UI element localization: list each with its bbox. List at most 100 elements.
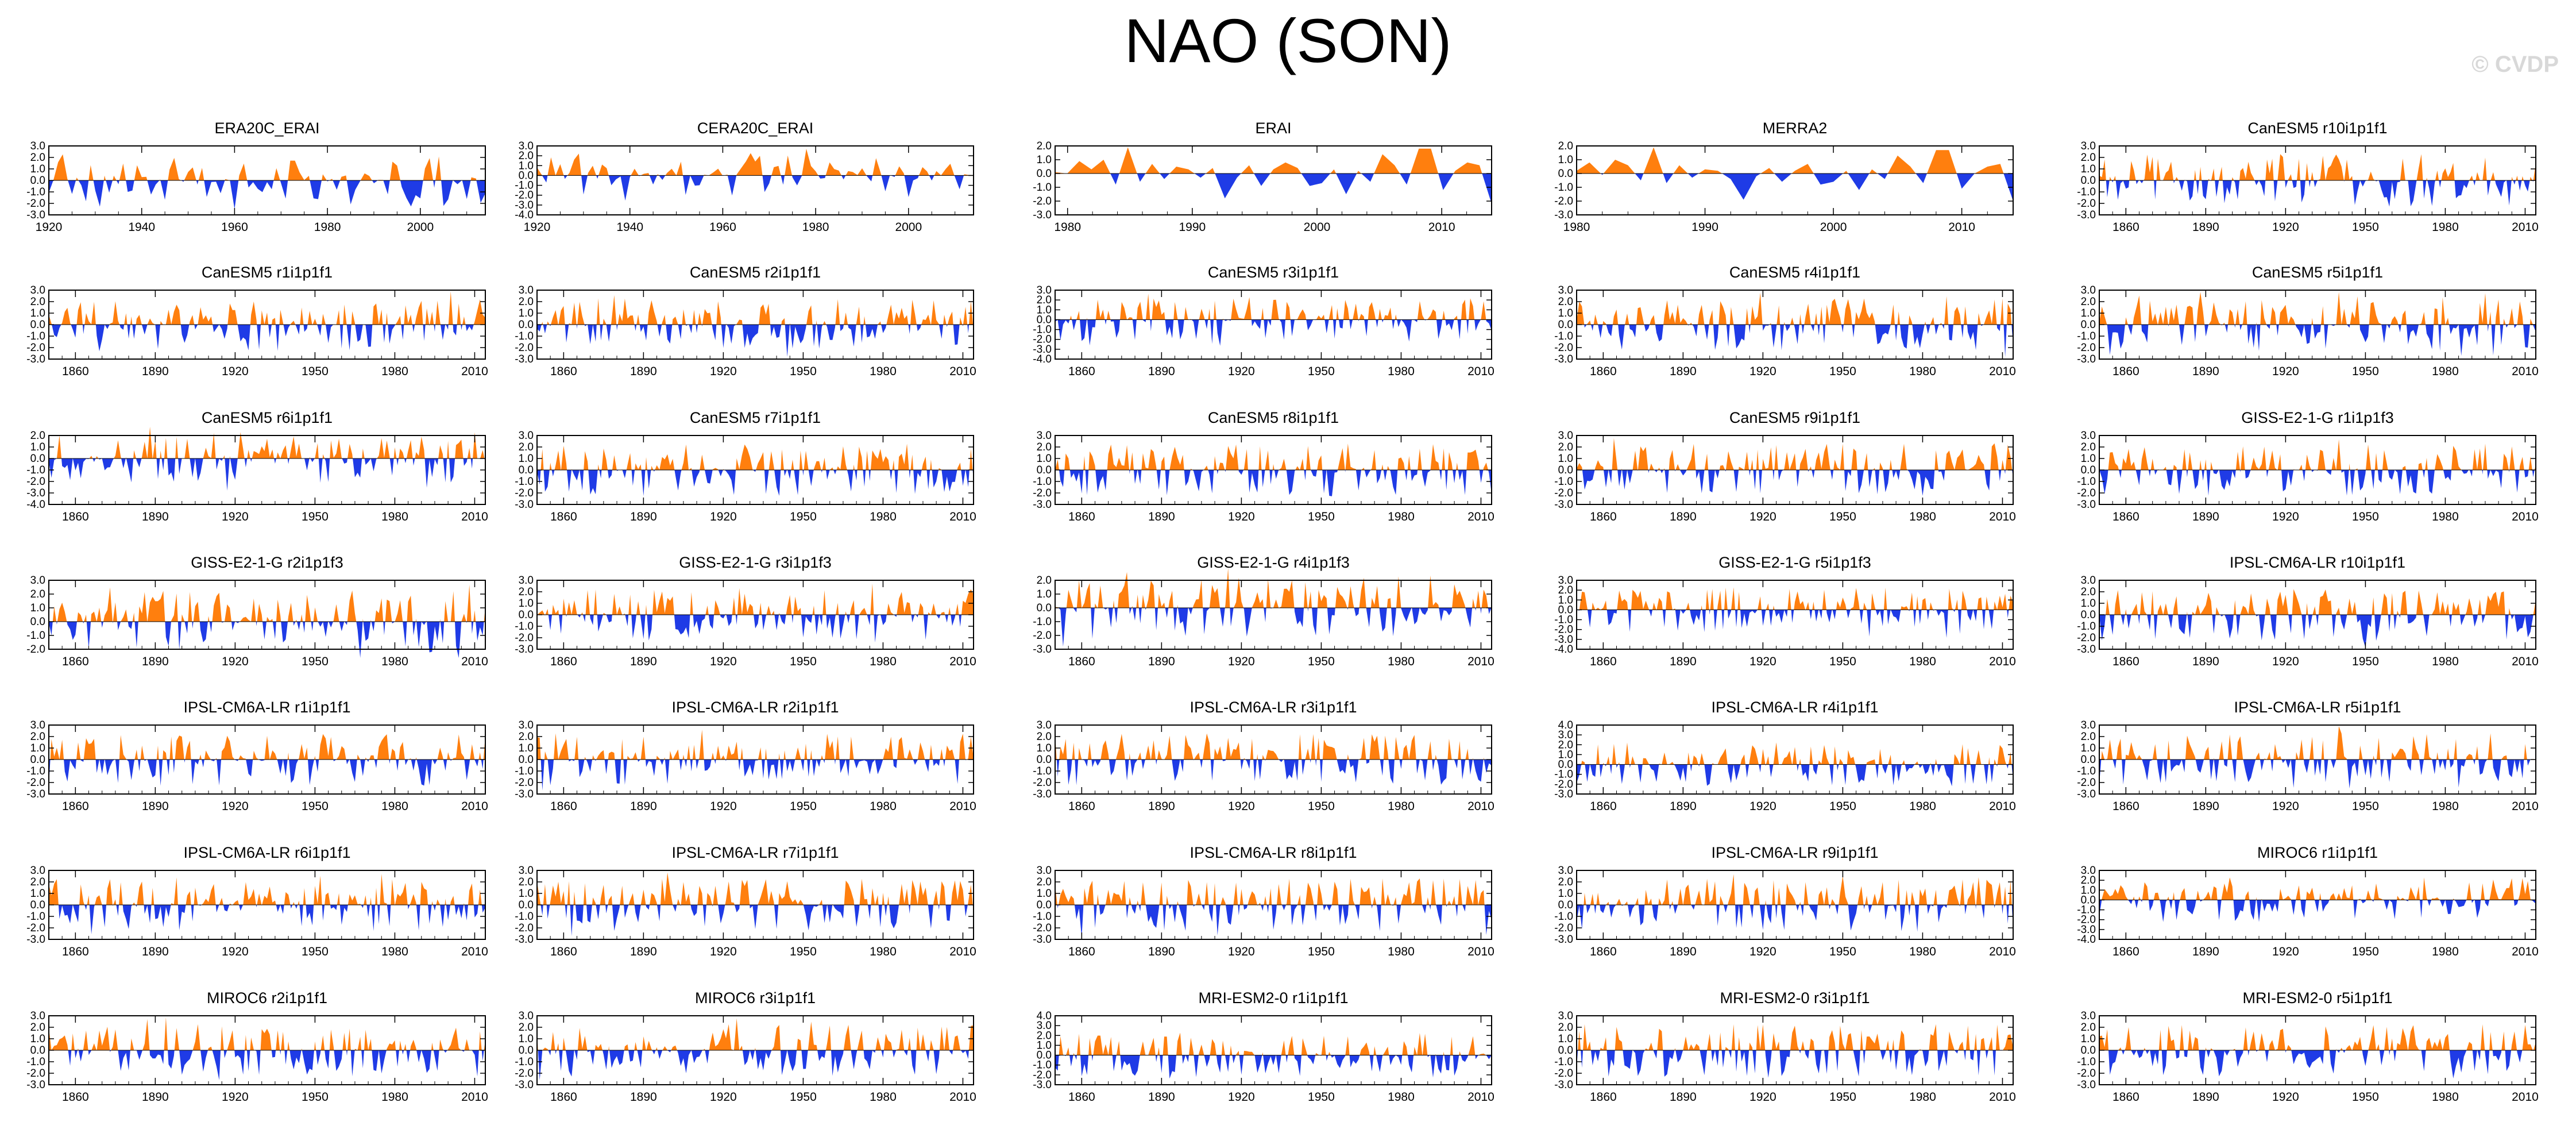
y-tick-label: -3.0 bbox=[26, 487, 45, 499]
y-tick-label: 3.0 bbox=[519, 575, 534, 587]
x-tick-label: 1860 bbox=[62, 1090, 89, 1104]
negative-area bbox=[2099, 760, 2536, 789]
y-tick-label: 3.0 bbox=[30, 1010, 45, 1022]
x-tick-label: 1980 bbox=[1909, 365, 1936, 378]
y-tick-label: 0.0 bbox=[2081, 894, 2096, 906]
x-tick-label: 1860 bbox=[1068, 655, 1095, 668]
panel-title: CanESM5 r9i1p1f1 bbox=[1729, 409, 1860, 426]
y-tick-label: 2.0 bbox=[519, 296, 534, 308]
y-tick-label: -3.0 bbox=[515, 353, 534, 365]
y-tick-label: 2.0 bbox=[30, 1022, 45, 1034]
x-tick-label: 1890 bbox=[142, 365, 169, 378]
y-tick-label: 3.0 bbox=[2081, 140, 2096, 152]
x-tick-label: 2010 bbox=[461, 945, 488, 958]
y-tick-label: -3.0 bbox=[515, 643, 534, 656]
x-tick-label: 1980 bbox=[2432, 365, 2459, 378]
x-tick-label: 1920 bbox=[1749, 945, 1776, 958]
negative-area bbox=[537, 470, 974, 496]
x-tick-label: 2000 bbox=[1304, 221, 1331, 234]
x-tick-label: 1960 bbox=[709, 221, 736, 234]
y-tick-label: 2.0 bbox=[519, 586, 534, 598]
negative-area bbox=[49, 325, 485, 352]
positive-area bbox=[1577, 742, 2013, 765]
x-tick-label: 1860 bbox=[550, 365, 577, 378]
chart-panel: IPSL-CM6A-LR r5i1p1f1 3.02.01.00.0-1.0-2.… bbox=[2077, 699, 2539, 813]
y-tick-label: 0.0 bbox=[1558, 604, 1573, 616]
y-tick-label: 3.0 bbox=[2081, 719, 2096, 731]
y-tick-label: 2.0 bbox=[519, 150, 534, 162]
y-tick-label: 1.0 bbox=[30, 307, 45, 319]
negative-area bbox=[2099, 900, 2536, 922]
panel-title: IPSL-CM6A-LR r1i1p1f1 bbox=[183, 699, 350, 716]
y-tick-label: -1.0 bbox=[2077, 1056, 2096, 1068]
positive-area bbox=[1577, 438, 2013, 470]
y-tick-label: 0.0 bbox=[519, 609, 534, 621]
positive-area bbox=[2099, 1024, 2536, 1050]
x-tick-label: 2010 bbox=[1428, 221, 1455, 234]
panel-title: CanESM5 r8i1p1f1 bbox=[1208, 409, 1339, 426]
x-tick-label: 2010 bbox=[949, 800, 976, 813]
x-tick-label: 1920 bbox=[2272, 365, 2299, 378]
y-tick-label: 2.0 bbox=[1037, 731, 1052, 743]
x-tick-label: 1920 bbox=[2272, 510, 2299, 523]
x-tick-label: 1980 bbox=[870, 945, 897, 958]
y-tick-label: -3.0 bbox=[515, 1079, 534, 1091]
y-tick-label: 0.0 bbox=[1037, 1050, 1052, 1062]
chart-panel: IPSL-CM6A-LR r2i1p1f1 3.02.01.00.0-1.0-2.… bbox=[515, 699, 976, 813]
y-tick-label: 4.0 bbox=[1558, 719, 1573, 731]
plot-frame bbox=[536, 145, 974, 215]
positive-area bbox=[49, 291, 485, 325]
positive-area bbox=[2099, 589, 2536, 615]
y-tick-label: 1.0 bbox=[30, 888, 45, 900]
x-tick-label: 1980 bbox=[381, 510, 408, 523]
y-tick-label: -1.0 bbox=[515, 765, 534, 777]
plot-frame bbox=[48, 580, 486, 650]
y-tick-label: 2.0 bbox=[1558, 296, 1573, 308]
y-tick-label: 0.0 bbox=[30, 175, 45, 187]
panel-title: CanESM5 r5i1p1f1 bbox=[2252, 264, 2383, 281]
x-tick-label: 2010 bbox=[2512, 945, 2539, 958]
x-tick-label: 1920 bbox=[222, 800, 249, 813]
y-tick-label: -1.0 bbox=[26, 911, 45, 923]
y-tick-label: 2.0 bbox=[1037, 441, 1052, 453]
y-tick-label: -3.0 bbox=[2077, 209, 2096, 221]
y-tick-label: -2.0 bbox=[26, 922, 45, 934]
y-tick-label: 4.0 bbox=[1037, 1010, 1052, 1022]
y-tick-label: -2.0 bbox=[1554, 1067, 1573, 1080]
x-tick-label: 1890 bbox=[1670, 800, 1697, 813]
x-tick-label: 1890 bbox=[630, 1090, 657, 1104]
y-tick-label: -4.0 bbox=[1554, 643, 1573, 656]
y-tick-label: -3.0 bbox=[2077, 788, 2096, 800]
y-tick-label: -1.0 bbox=[2077, 330, 2096, 342]
x-tick-label: 1990 bbox=[1179, 221, 1206, 234]
x-tick-label: 1860 bbox=[1068, 1090, 1095, 1104]
x-tick-label: 1860 bbox=[1068, 945, 1095, 958]
x-tick-label: 2010 bbox=[949, 365, 976, 378]
x-tick-label: 1950 bbox=[2352, 1090, 2379, 1104]
chart-panel: IPSL-CM6A-LR r6i1p1f1 3.02.01.00.0-1.0-2.… bbox=[26, 844, 488, 958]
y-tick-label: 2.0 bbox=[1037, 140, 1052, 152]
panel-title: MIROC6 r3i1p1f1 bbox=[695, 989, 816, 1007]
positive-area bbox=[2099, 726, 2536, 760]
x-tick-label: 2010 bbox=[461, 510, 488, 523]
panel-title: MRI-ESM2-0 r1i1p1f1 bbox=[1198, 989, 1348, 1007]
y-tick-label: -1.0 bbox=[26, 630, 45, 642]
x-tick-label: 1960 bbox=[221, 221, 248, 234]
x-tick-label: 1860 bbox=[1068, 365, 1095, 378]
y-tick-label: 1.0 bbox=[2081, 307, 2096, 319]
y-tick-label: -2.0 bbox=[1554, 342, 1573, 354]
y-tick-label: 3.0 bbox=[1037, 865, 1052, 877]
x-tick-label: 1860 bbox=[2112, 655, 2139, 668]
y-tick-label: 1.0 bbox=[2081, 742, 2096, 754]
y-tick-label: 1.0 bbox=[2081, 163, 2096, 175]
y-tick-label: 2.0 bbox=[30, 876, 45, 888]
y-tick-label: 1.0 bbox=[1037, 888, 1052, 900]
x-tick-label: 1920 bbox=[710, 1090, 737, 1104]
y-tick-label: -3.0 bbox=[1033, 934, 1052, 946]
chart-panel: MIROC6 r1i1p1f1 3.02.01.00.0-1.0-2.0-3.0-… bbox=[2077, 844, 2539, 958]
y-tick-label: 1.0 bbox=[1558, 307, 1573, 319]
y-tick-label: 1.0 bbox=[30, 1033, 45, 1045]
y-tick-label: -2.0 bbox=[2077, 1067, 2096, 1080]
positive-area bbox=[49, 154, 485, 180]
x-tick-label: 2000 bbox=[1820, 221, 1847, 234]
